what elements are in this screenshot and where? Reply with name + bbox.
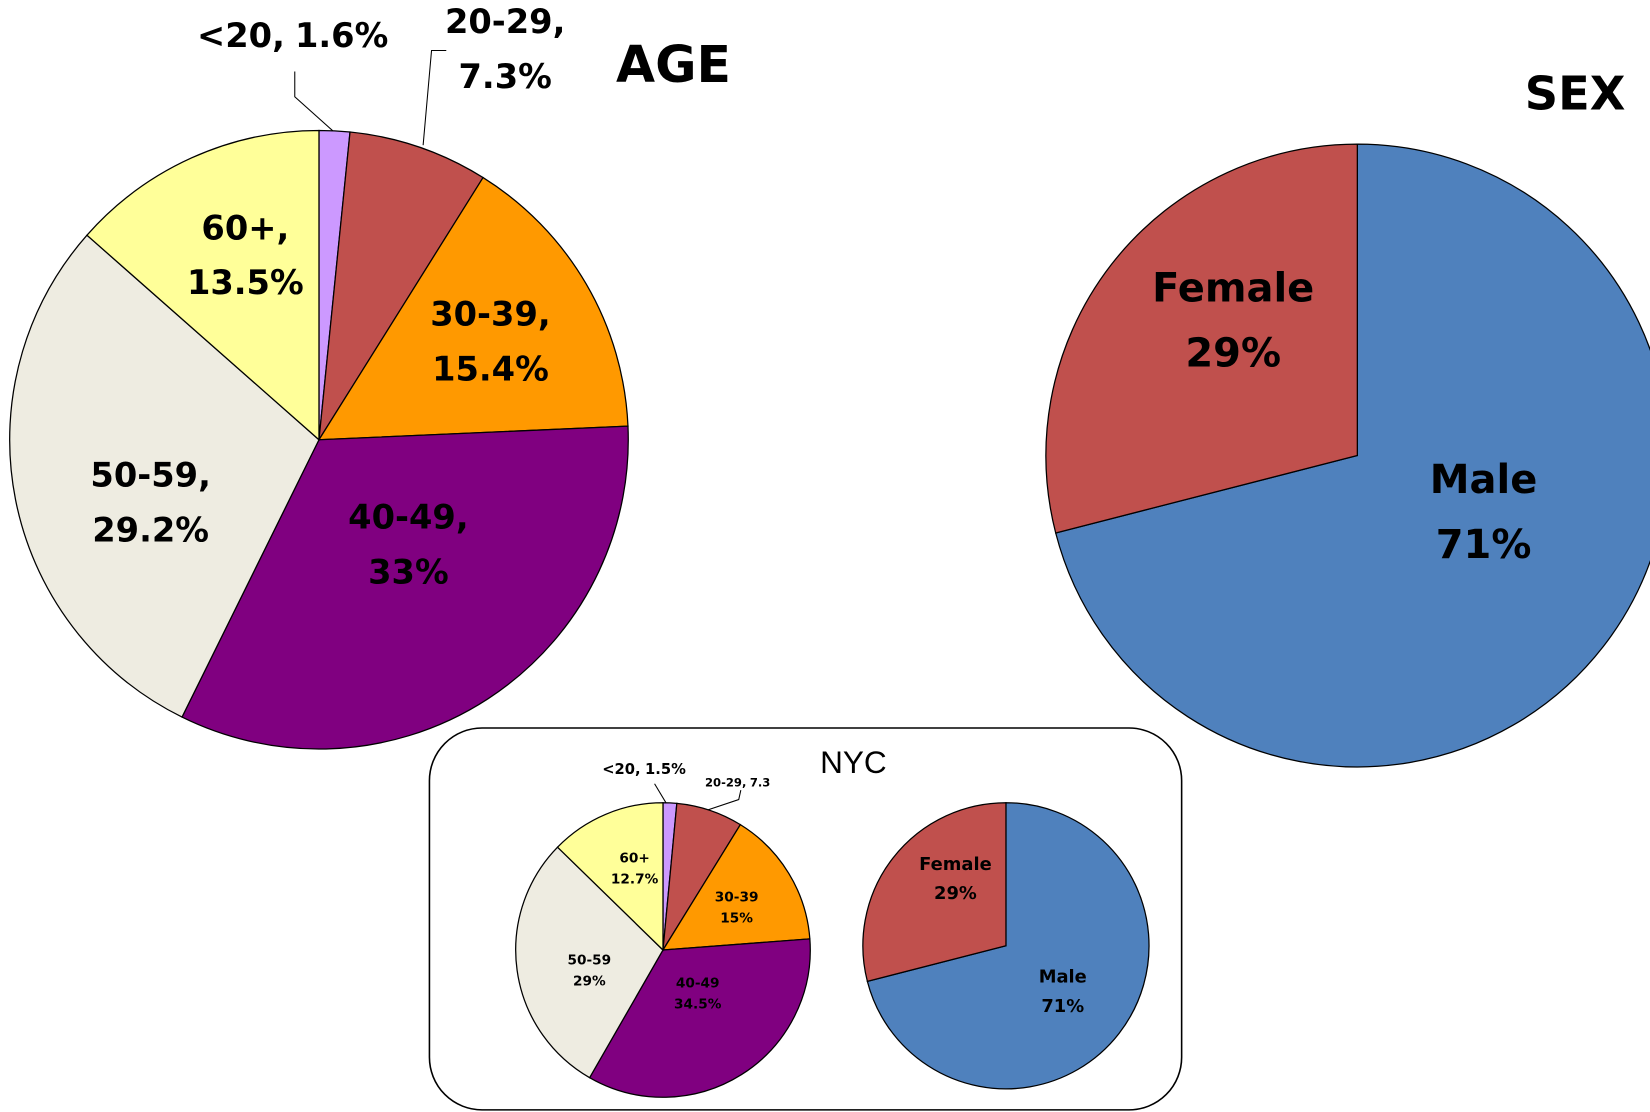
data-label: 30-39, 15.4%	[430, 294, 550, 388]
label-value: 1.6%	[295, 15, 388, 54]
label-value: 34.5%	[674, 997, 722, 1013]
label-value: 12.7%	[611, 872, 659, 888]
label-category: 50-59,	[90, 455, 210, 494]
data-label: Female 29%	[919, 854, 992, 904]
data-label: 20-29, 7.3%	[445, 2, 565, 96]
pie-slice	[661, 823, 811, 951]
label-category: 20-29,	[705, 775, 746, 789]
data-label: Male 71%	[1039, 966, 1087, 1016]
label-value: 29%	[934, 883, 977, 904]
chart-title: NYC	[820, 744, 887, 780]
data-label: 40-49, 33%	[348, 497, 468, 591]
data-label: 40-49 34.5%	[674, 976, 722, 1013]
label-value: 29%	[1185, 331, 1281, 377]
label-category: Female	[1152, 265, 1314, 311]
pie-slice	[1045, 143, 1358, 534]
label-category: Male	[1430, 457, 1538, 503]
label-value: 1.5%	[645, 761, 686, 778]
data-label: 20-29, 7.3	[705, 775, 770, 789]
label-category: 50-59	[568, 953, 612, 969]
label-value: 71%	[1436, 522, 1532, 568]
pie-slice	[1054, 143, 1650, 768]
label-value: 13.5%	[187, 263, 304, 302]
label-category: <20,	[197, 15, 285, 54]
pie-slice	[181, 425, 629, 750]
label-category: 60+	[619, 850, 649, 866]
data-label: 50-59, 29.2%	[90, 455, 210, 549]
chart-title: SEX	[1525, 66, 1626, 120]
data-label: 50-59 29%	[568, 953, 612, 990]
label-value: 7.3	[750, 775, 770, 789]
pie-slice	[866, 802, 1150, 1090]
label-value: 15%	[720, 910, 753, 926]
data-label: Male 71%	[1430, 457, 1538, 568]
label-category: 40-49,	[348, 497, 468, 536]
label-value: 29.2%	[92, 510, 209, 549]
pie-slice	[588, 938, 811, 1098]
data-label: <20, 1.5%	[602, 761, 686, 778]
leader-line	[654, 783, 668, 806]
pie-slice	[556, 802, 664, 952]
pie-slice	[9, 234, 320, 718]
pie-slice	[862, 802, 1007, 983]
pie-slice	[317, 176, 629, 441]
chart-title: AGE	[616, 35, 731, 94]
data-label: 30-39 15%	[715, 889, 759, 926]
leader-line	[422, 49, 447, 146]
data-label: 60+ 12.7%	[611, 850, 659, 887]
pie-slice	[318, 131, 484, 441]
label-category: 40-49	[676, 976, 720, 992]
label-value: 7.3%	[459, 56, 552, 95]
label-category: Male	[1039, 966, 1087, 987]
label-value: 71%	[1041, 996, 1084, 1017]
label-category: 30-39,	[430, 294, 550, 333]
pie-slice	[86, 129, 320, 442]
data-label: 60+, 13.5%	[187, 208, 304, 302]
data-label: Female 29%	[1152, 265, 1314, 376]
label-value: 15.4%	[432, 349, 549, 388]
leader-line	[294, 71, 336, 133]
label-value: 33%	[368, 552, 449, 591]
leader-line	[707, 789, 742, 811]
label-category: 30-39	[715, 889, 759, 905]
label-category: <20,	[602, 761, 640, 778]
label-category: 20-29,	[445, 2, 565, 41]
pie-slice	[515, 846, 664, 1079]
label-category: Female	[919, 854, 992, 875]
data-label: <20, 1.6%	[197, 15, 388, 54]
label-category: 60+,	[201, 208, 289, 247]
label-value: 29%	[573, 974, 606, 990]
